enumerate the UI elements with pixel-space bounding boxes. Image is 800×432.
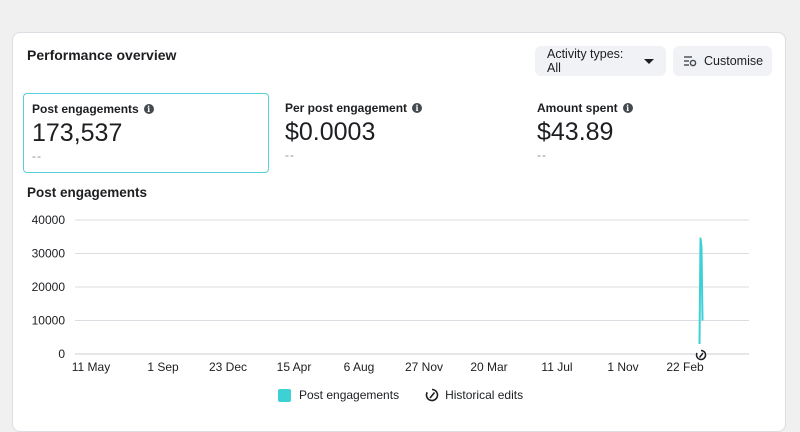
legend-swatch (278, 388, 291, 402)
y-tick-label: 10000 (32, 314, 66, 328)
historical-edit-marker-needle (698, 352, 704, 358)
info-icon[interactable]: i (622, 103, 633, 113)
y-tick-label: 40000 (32, 213, 66, 227)
x-tick-label: 11 May (72, 360, 110, 374)
x-tick-label: 1 Nov (607, 360, 638, 374)
legend-item-historical-edits[interactable]: Historical edits (425, 388, 523, 402)
metric-change: -- (537, 148, 547, 162)
metric-label: Amount spent (537, 101, 618, 115)
page-title: Performance overview (27, 47, 177, 63)
post-engagements-chart: 40000 30000 20000 10000 0 11 May 1 Sep 23 Dec 15… (32, 213, 749, 374)
legend-label: Historical edits (445, 388, 524, 402)
historical-edit-marker-icon (695, 349, 707, 361)
chart-title: Post engagements (27, 185, 148, 200)
customise-button[interactable]: Customise (673, 46, 772, 76)
x-tick-label: 15 Apr (277, 360, 312, 374)
x-tick-label: 20 Mar (470, 360, 507, 374)
info-icon[interactable]: i (412, 103, 423, 113)
x-tick-label: 1 Sep (147, 360, 179, 374)
performance-overview-card: Performance overview Activity types: All… (12, 32, 786, 432)
x-tick-label: 23 Dec (209, 360, 247, 374)
x-tick-label: 22 Feb (666, 360, 704, 374)
x-tick-label: 27 Nov (405, 360, 443, 374)
metric-change: -- (32, 149, 42, 163)
y-tick-label: 0 (58, 347, 65, 361)
metric-per-post-engagement[interactable]: Per post engagement i $0.0003 -- (277, 93, 523, 173)
metric-amount-spent[interactable]: Amount spent i $43.89 -- (529, 93, 775, 173)
customise-label: Customise (704, 54, 764, 68)
metric-post-engagements[interactable]: Post engagements i 173,537 -- (23, 93, 269, 173)
metric-value: $43.89 (537, 118, 614, 146)
historical-edits-icon (425, 388, 439, 402)
metric-label: Post engagements (32, 102, 139, 116)
legend-item-post-engagements[interactable]: Post engagements (278, 388, 399, 402)
activity-types-dropdown[interactable]: Activity types: All (535, 46, 666, 76)
caret-down-icon (644, 58, 654, 64)
series-line-post-engagements (698, 237, 704, 344)
y-tick-label: 20000 (32, 280, 66, 294)
chart-legend: Post engagements Historical edits (278, 388, 549, 402)
legend-label: Post engagements (299, 388, 400, 402)
metric-value: $0.0003 (285, 118, 376, 146)
metric-change: -- (285, 148, 295, 162)
x-tick-label: 6 Aug (344, 360, 375, 374)
metric-label: Per post engagement (285, 101, 408, 115)
settings-sliders-icon (683, 55, 697, 67)
x-tick-label: 11 Jul (541, 360, 572, 374)
y-tick-label: 30000 (32, 247, 66, 261)
info-icon[interactable]: i (143, 104, 154, 114)
activity-types-label: Activity types: All (547, 47, 624, 75)
metric-value: 173,537 (32, 119, 123, 147)
